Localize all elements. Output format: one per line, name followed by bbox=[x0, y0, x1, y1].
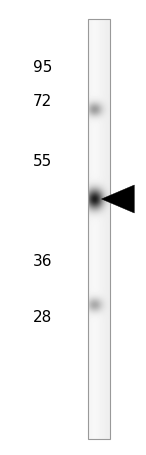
Text: 95: 95 bbox=[33, 61, 52, 76]
Polygon shape bbox=[101, 186, 134, 213]
Text: 72: 72 bbox=[33, 94, 52, 109]
Text: 28: 28 bbox=[33, 310, 52, 325]
Bar bbox=[88, 20, 110, 439]
Text: 55: 55 bbox=[33, 154, 52, 169]
Text: 36: 36 bbox=[33, 254, 52, 269]
